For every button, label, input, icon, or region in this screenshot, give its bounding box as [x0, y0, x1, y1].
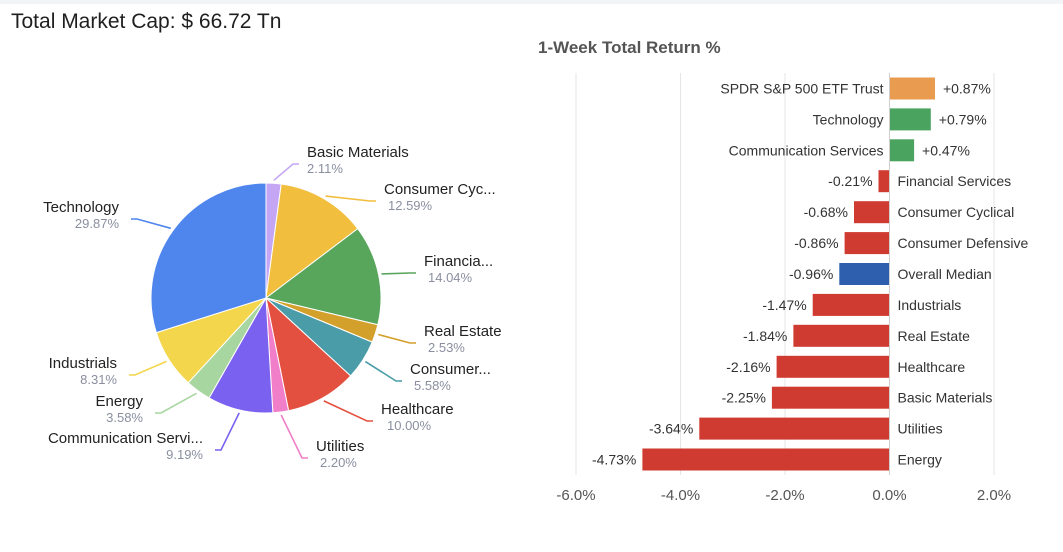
pie-pct-financial-services: 14.04%	[428, 270, 473, 285]
bar-category-label: Basic Materials	[898, 390, 993, 406]
total-market-cap: Total Market Cap: $ 66.72 Tn	[11, 10, 282, 33]
pie-slice-technology[interactable]	[150, 182, 267, 334]
pie-label-consumer-cyclical: Consumer Cyc...	[384, 181, 496, 198]
x-tick-label: 0.0%	[872, 487, 906, 504]
pie-leader-real-estate	[377, 333, 416, 344]
pie-leader-consumer-defensive	[364, 360, 402, 382]
pie-pct-energy: 3.58%	[106, 410, 143, 425]
bar-category-label: SPDR S&P 500 ETF Trust	[720, 80, 883, 96]
pie-leader-communication-services	[215, 412, 240, 451]
pie-leader-healthcare	[323, 400, 373, 422]
pie-leader-consumer-cyclical	[325, 195, 376, 202]
bar-value-label: +0.47%	[922, 142, 970, 158]
bar-category-label: Energy	[898, 452, 942, 468]
bar-category-label: Healthcare	[898, 359, 966, 375]
pie-label-healthcare: Healthcare	[381, 401, 454, 418]
pie-leader-energy	[155, 392, 197, 414]
bar-value-label: -3.64%	[649, 421, 693, 437]
bar-category-label: Overall Median	[898, 266, 992, 282]
pie-pct-utilities: 2.20%	[320, 455, 357, 470]
pie-label-financial-services: Financia...	[424, 253, 493, 270]
pie-leader-financial-services	[381, 272, 416, 275]
bar-value-label: -0.86%	[794, 235, 838, 251]
bar-category-label: Consumer Defensive	[898, 235, 1029, 251]
pie-pct-consumer-defensive: 5.58%	[414, 378, 451, 393]
bar-category-label: Financial Services	[898, 173, 1012, 189]
bar-chart-title: 1-Week Total Return %	[538, 38, 721, 57]
pie-leader-utilities	[280, 414, 308, 459]
x-tick-label: -2.0%	[765, 487, 804, 504]
bar-utilities[interactable]	[699, 417, 890, 440]
pie-label-real-estate: Real Estate	[424, 323, 502, 340]
bar-value-label: +0.87%	[943, 80, 991, 96]
bar-value-label: -1.84%	[743, 328, 787, 344]
bar-communication-services[interactable]	[889, 139, 915, 162]
bar-category-label: Communication Services	[729, 142, 884, 158]
bar-value-label: -2.25%	[722, 390, 766, 406]
bar-value-label: -0.21%	[828, 173, 872, 189]
bar-technology[interactable]	[889, 108, 931, 131]
pie-label-consumer-defensive: Consumer...	[410, 361, 491, 378]
bar-consumer-cyclical[interactable]	[854, 201, 890, 224]
pie-leader-basic-materials	[273, 163, 299, 181]
pie-label-energy: Energy	[95, 393, 143, 410]
bar-value-label: -0.68%	[804, 204, 848, 220]
x-tick-label: -6.0%	[556, 487, 595, 504]
pie-pct-real-estate: 2.53%	[428, 340, 465, 355]
pie-slice-healthcare[interactable]	[265, 296, 352, 412]
bar-category-label: Utilities	[898, 421, 943, 437]
x-tick-label: 2.0%	[977, 487, 1011, 504]
x-tick-label: -4.0%	[661, 487, 700, 504]
pie-pct-healthcare: 10.00%	[387, 418, 432, 433]
pie-label-industrials: Industrials	[49, 355, 117, 372]
bar-value-label: -4.73%	[592, 452, 636, 468]
bar-energy[interactable]	[642, 448, 890, 471]
pie-slice-consumer-cyclical[interactable]	[265, 183, 359, 300]
bar-category-label: Technology	[813, 111, 884, 127]
bar-value-label: -0.96%	[789, 266, 833, 282]
bar-industrials[interactable]	[812, 293, 890, 316]
pie-leader-industrials	[129, 360, 167, 376]
pie-label-utilities: Utilities	[316, 438, 364, 455]
bar-value-label: -2.16%	[726, 359, 770, 375]
bar-value-label: -1.47%	[762, 297, 806, 313]
bar-category-label: Real Estate	[898, 328, 971, 344]
bar-category-label: Consumer Cyclical	[898, 204, 1015, 220]
bar-overall-median[interactable]	[839, 263, 890, 285]
bar-financial-services[interactable]	[878, 170, 890, 193]
pie-slice-financial-services[interactable]	[264, 227, 382, 326]
pie-pct-technology: 29.87%	[75, 216, 120, 231]
pie-label-basic-materials: Basic Materials	[307, 144, 409, 161]
bar-value-label: +0.79%	[939, 111, 987, 127]
pie-pct-communication-services: 9.19%	[166, 447, 203, 462]
pie-pct-consumer-cyclical: 12.59%	[388, 198, 433, 213]
bar-real-estate[interactable]	[793, 324, 890, 347]
pie-label-communication-services: Communication Servi...	[48, 430, 203, 447]
pie-label-technology: Technology	[43, 199, 119, 216]
bar-category-label: Industrials	[898, 297, 962, 313]
bar-spdr-s-p-500-etf-trust[interactable]	[889, 77, 936, 100]
top-strip	[0, 0, 1063, 4]
pie-leader-technology	[131, 218, 172, 230]
bar-healthcare[interactable]	[776, 355, 890, 378]
bar-consumer-defensive[interactable]	[844, 232, 890, 255]
bar-basic-materials[interactable]	[771, 386, 890, 409]
pie-pct-industrials: 8.31%	[80, 372, 117, 387]
pie-pct-basic-materials: 2.11%	[307, 161, 343, 176]
